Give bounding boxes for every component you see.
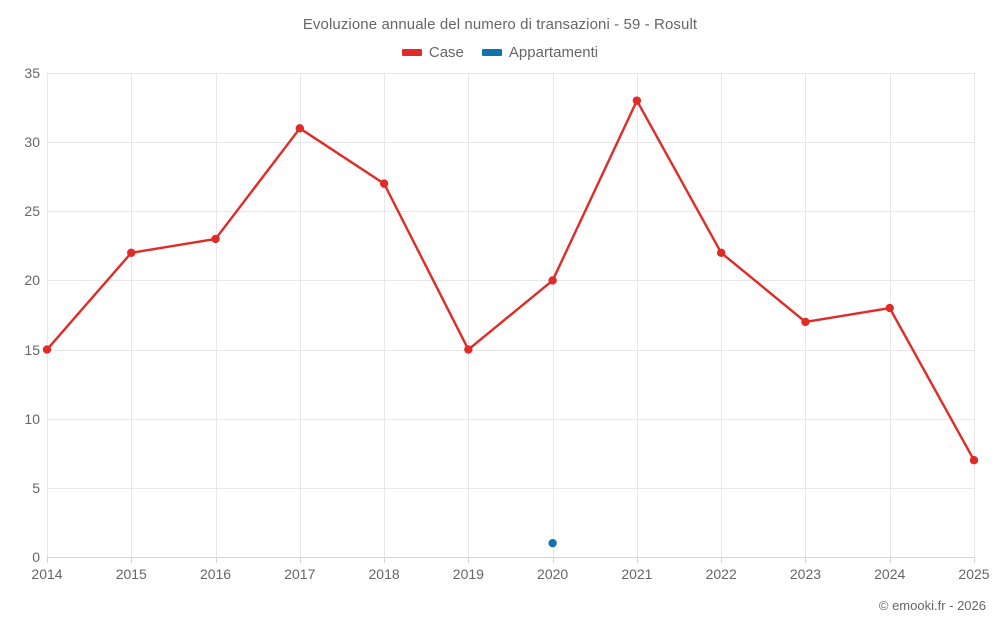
x-axis-tick-label: 2020 — [537, 566, 569, 582]
legend-swatch-case — [401, 49, 422, 56]
gridline-horizontal — [47, 349, 975, 351]
y-axis-ticks: 0 5 10 15 20 25 30 35 — [0, 65, 40, 565]
gridline-vertical — [552, 73, 554, 557]
data-point[interactable] — [379, 179, 389, 188]
x-axis-tick-label: 2023 — [789, 566, 822, 582]
x-axis-tick-mark — [889, 557, 891, 563]
gridline-horizontal — [47, 211, 975, 213]
data-point[interactable] — [632, 96, 642, 105]
x-axis-tick-label: 2019 — [452, 566, 484, 582]
x-axis-tick-label: 2024 — [874, 566, 906, 582]
data-point[interactable] — [464, 345, 473, 354]
footer-credit: © emooki.fr - 2026 — [878, 598, 986, 613]
gridline-horizontal — [47, 142, 975, 144]
x-axis-tick-mark — [974, 557, 975, 563]
legend-swatch-appartamenti — [481, 49, 502, 56]
x-axis-tick-label: 2015 — [115, 566, 147, 582]
gridline-horizontal — [47, 557, 975, 558]
gridline-vertical — [974, 73, 975, 557]
y-axis-tick-label: 30 — [24, 134, 40, 151]
gridline-vertical — [384, 73, 386, 557]
data-point[interactable] — [548, 276, 557, 285]
data-point[interactable] — [42, 345, 52, 354]
gridline-vertical — [636, 73, 638, 557]
data-point[interactable] — [716, 248, 726, 257]
gridline-vertical — [299, 73, 301, 557]
gridline-horizontal — [47, 280, 975, 282]
gridline-vertical — [805, 73, 807, 557]
plot-area — [42, 73, 979, 558]
series-line-case — [45, 99, 976, 462]
y-axis-tick-label: 5 — [32, 479, 40, 496]
x-axis-tick-mark — [636, 557, 638, 563]
x-axis-tick-mark — [721, 557, 723, 563]
gridline-horizontal — [47, 418, 975, 420]
data-point[interactable] — [548, 538, 557, 548]
legend-item-appartamenti[interactable]: Appartamenti — [481, 44, 599, 61]
x-axis-labels: 2014 2015 2016 2017 2018 2019 2020 2021 2022 2023… — [31, 566, 989, 588]
y-axis-tick-label: 25 — [24, 203, 40, 220]
gridline-vertical — [131, 73, 133, 557]
x-axis-tick-mark — [131, 557, 133, 563]
x-axis-tick-label: 2018 — [368, 566, 400, 582]
data-point[interactable] — [211, 234, 220, 244]
x-axis-tick-mark — [552, 557, 554, 563]
data-point[interactable] — [127, 248, 136, 257]
x-axis-tick-label: 2017 — [284, 566, 316, 582]
x-axis-tick-mark — [215, 557, 217, 563]
x-axis-tick-label: 2014 — [31, 566, 63, 582]
y-axis-tick-label: 35 — [24, 65, 40, 81]
x-axis-tick-label: 2021 — [621, 566, 653, 582]
data-series-layer — [42, 96, 979, 548]
chart-legend: Case Appartamenti — [0, 44, 1000, 61]
legend-label-appartamenti: Appartamenti — [508, 44, 599, 61]
x-axis-tick-mark — [468, 557, 470, 563]
y-axis-tick-label: 0 — [32, 549, 40, 565]
y-axis-tick-label: 15 — [24, 341, 40, 358]
gridline-horizontal — [47, 487, 975, 489]
x-axis-tick-label: 2025 — [958, 566, 990, 582]
x-axis-tick-label: 2016 — [199, 566, 232, 582]
data-point[interactable] — [885, 303, 894, 313]
y-axis-tick-label: 10 — [24, 410, 40, 427]
legend-label-case: Case — [428, 44, 464, 61]
data-point[interactable] — [801, 317, 810, 327]
gridline-vertical — [721, 73, 723, 557]
legend-item-case[interactable]: Case — [401, 44, 464, 61]
gridline-vertical — [468, 73, 470, 557]
x-axis-tick-mark — [299, 557, 301, 563]
gridline-vertical — [215, 73, 217, 557]
gridline-horizontal — [47, 73, 975, 74]
x-axis-tick-label: 2022 — [705, 566, 737, 582]
gridline-vertical — [47, 73, 48, 557]
x-axis-tick-mark — [47, 557, 48, 563]
y-axis-tick-label: 20 — [24, 272, 40, 289]
data-point[interactable] — [295, 124, 305, 133]
x-axis-tick-mark — [805, 557, 807, 563]
chart-title: Evoluzione annuale del numero di transaz… — [302, 16, 698, 33]
data-point[interactable] — [969, 456, 979, 465]
gridline-vertical — [889, 73, 891, 557]
x-axis-tick-mark — [384, 557, 386, 563]
